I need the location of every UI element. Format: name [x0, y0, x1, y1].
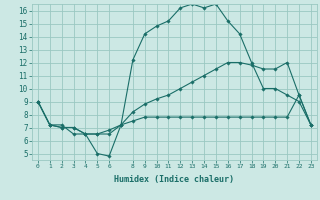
X-axis label: Humidex (Indice chaleur): Humidex (Indice chaleur) — [115, 175, 234, 184]
